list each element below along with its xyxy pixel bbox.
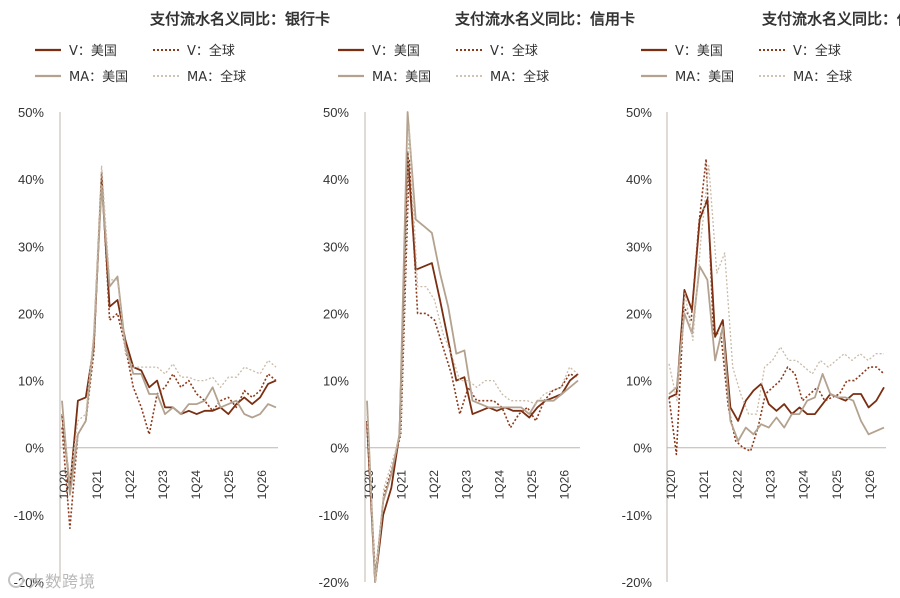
y-tick-label: 10%	[626, 374, 652, 389]
legend-item: V：全球	[759, 43, 841, 59]
y-tick-label: 10%	[18, 374, 44, 389]
legend-item: MA：美国	[35, 70, 128, 85]
x-tick-label: 1Q22	[123, 470, 137, 500]
x-tick-label: 1Q21	[697, 470, 711, 500]
series-line-2	[366, 158, 579, 577]
series-line-4	[366, 124, 579, 583]
series-line-4	[668, 165, 884, 415]
x-tick-label: 1Q22	[427, 470, 441, 500]
y-tick-label: 0%	[25, 441, 44, 456]
legend-item: MA：美国	[338, 70, 431, 85]
legend-item: V：美国	[35, 44, 117, 59]
y-tick-label: 50%	[626, 105, 652, 120]
y-tick-label: 30%	[323, 239, 349, 254]
legend-item: V：全球	[153, 43, 235, 59]
x-tick-label: 1Q21	[395, 470, 409, 500]
y-tick-label: -10%	[622, 508, 653, 523]
x-tick-label: 1Q26	[557, 470, 571, 500]
x-tick-label: 1Q24	[189, 470, 203, 500]
x-tick-label: 1Q20	[362, 470, 376, 500]
series-line-2	[668, 158, 885, 456]
y-tick-label: 30%	[626, 239, 652, 254]
watermark-text: 大数跨境	[28, 572, 97, 591]
x-tick-label: 1Q21	[90, 470, 104, 500]
x-tick-label: 1Q20	[664, 470, 678, 500]
series-line-4	[61, 165, 277, 482]
y-tick-label: 40%	[323, 172, 349, 187]
y-tick-label: 50%	[323, 105, 349, 120]
y-tick-label: 20%	[323, 306, 349, 321]
y-tick-label: 0%	[330, 441, 349, 456]
y-tick-label: 50%	[18, 105, 44, 120]
y-tick-label: 0%	[633, 441, 652, 456]
x-tick-label: 1Q23	[156, 470, 170, 500]
legend-label: MA：全球	[490, 69, 549, 85]
legend-item: MA：美国	[641, 70, 734, 85]
x-tick-label: 1Q24	[492, 470, 506, 500]
legend-label: MA：美国	[69, 70, 128, 85]
x-tick-label: 1Q25	[830, 470, 844, 500]
legend-label: MA：美国	[372, 70, 431, 85]
y-tick-label: 40%	[626, 172, 652, 187]
legend-item: MA：全球	[456, 69, 549, 85]
y-tick-label: -10%	[14, 508, 45, 523]
legend-item: MA：全球	[153, 69, 246, 85]
y-tick-label: -10%	[319, 508, 350, 523]
legend-item: V：全球	[456, 43, 538, 59]
series-line-1	[366, 151, 579, 583]
legend-label: MA：全球	[793, 69, 852, 85]
series-line-3	[366, 111, 579, 583]
chart-panel-2: 支付流水名义同比：信用卡 V：美国 V：全球 MA：美国 MA：全球 -20% -10% 0%…	[319, 10, 635, 590]
legend-label: V：全球	[187, 43, 235, 59]
chart-panel-3: 支付流水名义同比：借记卡 V：美国 V：全球 MA：美国 MA：全球 -20% -10% 0%…	[622, 10, 900, 590]
y-tick-label: -20%	[319, 575, 350, 590]
x-tick-label: 1Q25	[222, 470, 236, 500]
x-tick-label: 1Q23	[460, 470, 474, 500]
legend-label: MA：美国	[675, 70, 734, 85]
legend-label: MA：全球	[187, 69, 246, 85]
x-tick-label: 1Q25	[525, 470, 539, 500]
series-line-3	[61, 184, 277, 496]
x-tick-label: 1Q26	[863, 470, 877, 500]
legend-item: V：美国	[641, 44, 723, 59]
y-tick-label: 10%	[323, 374, 349, 389]
legend-label: V：美国	[372, 44, 420, 59]
legend-item: V：美国	[338, 44, 420, 59]
legend-item: MA：全球	[759, 69, 852, 85]
legend-label: V：美国	[675, 44, 723, 59]
legend-label: V：全球	[490, 43, 538, 59]
x-tick-label: 1Q23	[764, 470, 778, 500]
chart-title: 支付流水名义同比：信用卡	[454, 10, 635, 28]
x-tick-label: 1Q26	[255, 470, 269, 500]
legend-label: V：全球	[793, 43, 841, 59]
y-tick-label: 40%	[18, 172, 44, 187]
legend-label: V：美国	[69, 44, 117, 59]
watermark-logo-icon	[8, 572, 24, 588]
y-tick-label: -20%	[622, 575, 653, 590]
x-tick-label: 1Q24	[797, 470, 811, 500]
x-tick-label: 1Q22	[730, 470, 744, 500]
watermark: 大数跨境	[8, 568, 96, 592]
series-line-3	[668, 265, 885, 442]
y-tick-label: 20%	[626, 306, 652, 321]
chart-title: 支付流水名义同比：借记卡	[761, 10, 900, 28]
y-tick-label: 30%	[18, 239, 44, 254]
chart-title: 支付流水名义同比：银行卡	[149, 10, 330, 28]
y-tick-label: 20%	[18, 306, 44, 321]
